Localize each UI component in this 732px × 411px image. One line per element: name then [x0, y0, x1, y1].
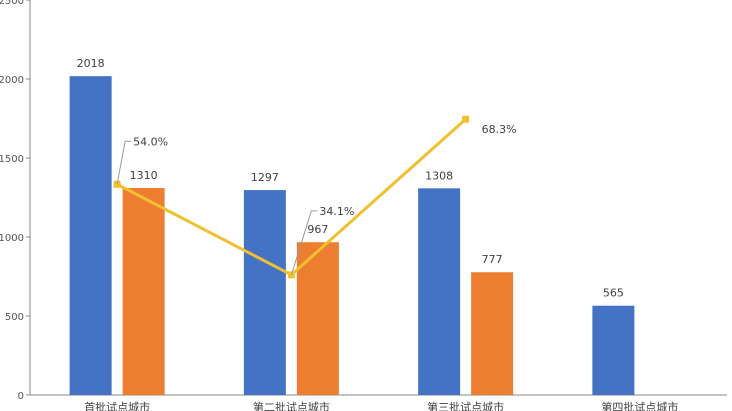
bar-value-label: 1297 — [251, 171, 279, 184]
bar-value-label: 2018 — [77, 57, 105, 70]
line-series — [116, 118, 467, 277]
bar — [418, 188, 461, 395]
y-tick-label: 2000 — [0, 75, 24, 86]
category-label: 第二批试点城市 — [253, 400, 330, 411]
y-tick-label: 1000 — [0, 233, 24, 244]
line-label-leader — [116, 140, 132, 185]
bar-value-label: 1310 — [130, 169, 158, 182]
bar — [296, 242, 339, 395]
y-tick-label: 0 — [18, 391, 24, 402]
category-label: 第三批试点城市 — [427, 400, 504, 411]
bar-value-label: 565 — [603, 287, 624, 300]
line-value-label: 34.1% — [319, 205, 354, 218]
y-tick-label: 500 — [5, 312, 24, 323]
y-tick-label: 2500 — [0, 0, 24, 7]
bar — [471, 272, 514, 395]
bar — [69, 76, 112, 395]
y-tick-label: 1500 — [0, 154, 24, 165]
bar — [592, 305, 635, 395]
line-marker — [462, 115, 470, 123]
bar — [122, 188, 165, 395]
line-value-label: 68.3% — [482, 123, 517, 136]
category-label: 首批试点城市 — [84, 400, 150, 411]
bar-value-label: 1308 — [425, 169, 453, 182]
line-value-label: 54.0% — [133, 135, 168, 148]
category-label: 第四批试点城市 — [601, 400, 678, 411]
bar-value-label: 967 — [307, 223, 328, 236]
bar-value-label: 777 — [482, 253, 503, 266]
bar — [243, 190, 286, 395]
line-label-leader — [290, 210, 318, 275]
